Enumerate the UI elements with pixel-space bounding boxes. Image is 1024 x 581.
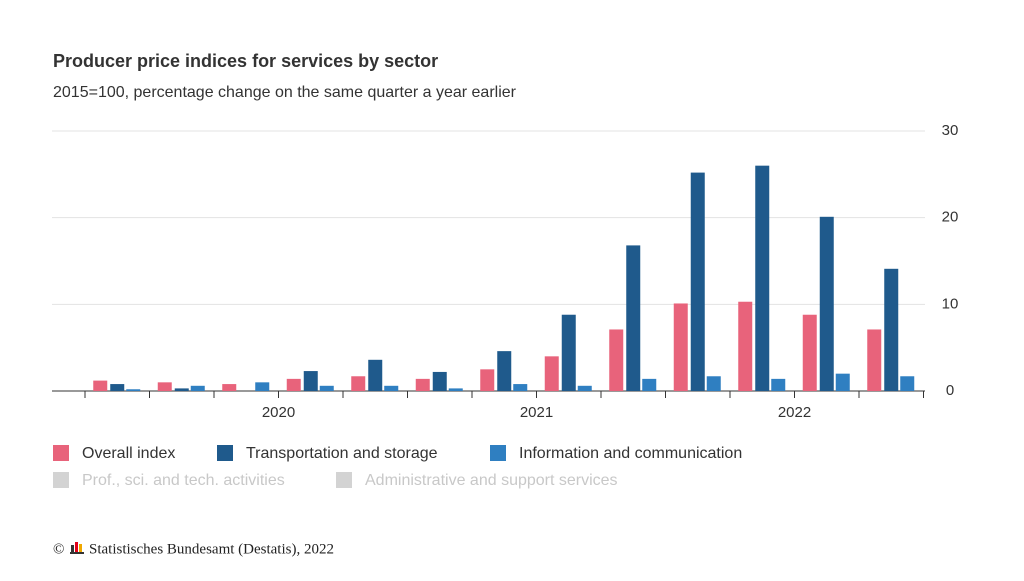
bar bbox=[319, 385, 334, 391]
bar bbox=[448, 388, 463, 391]
legend-swatch bbox=[53, 472, 69, 488]
legend-swatch bbox=[217, 445, 233, 461]
bar bbox=[126, 389, 141, 391]
bar bbox=[513, 384, 528, 391]
bar bbox=[544, 356, 559, 391]
source: Statistisches Bundesamt (Destatis), 2022 bbox=[89, 541, 334, 557]
bar bbox=[110, 384, 125, 391]
legend-swatch bbox=[490, 445, 506, 461]
bar bbox=[222, 384, 237, 391]
bar bbox=[755, 165, 770, 391]
legend-label: Information and communication bbox=[519, 445, 742, 462]
chart-title: Producer price indices for services by s… bbox=[53, 51, 438, 71]
legend-label: Prof., sci. and tech. activities bbox=[82, 472, 285, 489]
bar bbox=[867, 329, 882, 391]
bar bbox=[561, 314, 576, 391]
x-tick-label: 2021 bbox=[520, 404, 553, 421]
bar bbox=[286, 378, 301, 391]
bar bbox=[771, 378, 786, 391]
bar bbox=[819, 216, 834, 391]
bar bbox=[577, 385, 592, 391]
x-tick-label: 2022 bbox=[778, 404, 811, 421]
legend-label: Overall index bbox=[82, 445, 175, 462]
bar bbox=[802, 314, 817, 391]
y-tick-label: 10 bbox=[942, 295, 959, 312]
bar bbox=[835, 373, 850, 391]
bar bbox=[368, 359, 383, 391]
bar bbox=[738, 301, 753, 391]
legend-swatch bbox=[53, 445, 69, 461]
y-tick-label: 30 bbox=[942, 122, 959, 139]
legend-label: Administrative and support services bbox=[365, 472, 618, 489]
bar bbox=[93, 380, 108, 391]
bar bbox=[303, 371, 318, 391]
bar bbox=[432, 371, 447, 391]
y-tick-label: 20 bbox=[942, 209, 959, 226]
bar bbox=[190, 385, 205, 391]
copyright: © bbox=[53, 541, 64, 557]
bar bbox=[384, 385, 399, 391]
legend-swatch bbox=[336, 472, 352, 488]
bar bbox=[351, 376, 366, 391]
bar bbox=[706, 376, 721, 391]
bar bbox=[690, 172, 705, 391]
bar bbox=[480, 369, 495, 391]
bar bbox=[642, 378, 657, 391]
bar bbox=[174, 388, 189, 391]
x-tick-label: 2020 bbox=[262, 404, 295, 421]
bar bbox=[900, 376, 915, 391]
chart-subtitle: 2015=100, percentage change on the same … bbox=[53, 84, 517, 101]
bar bbox=[415, 378, 430, 391]
destatis-logo bbox=[70, 542, 84, 554]
bar bbox=[255, 382, 270, 391]
bar bbox=[626, 245, 641, 391]
bar bbox=[157, 382, 172, 391]
bar bbox=[673, 303, 688, 391]
y-tick-label: 0 bbox=[946, 382, 954, 399]
bar bbox=[609, 329, 624, 391]
bar bbox=[884, 268, 899, 391]
legend-label: Transportation and storage bbox=[246, 445, 438, 462]
bar bbox=[497, 351, 512, 391]
